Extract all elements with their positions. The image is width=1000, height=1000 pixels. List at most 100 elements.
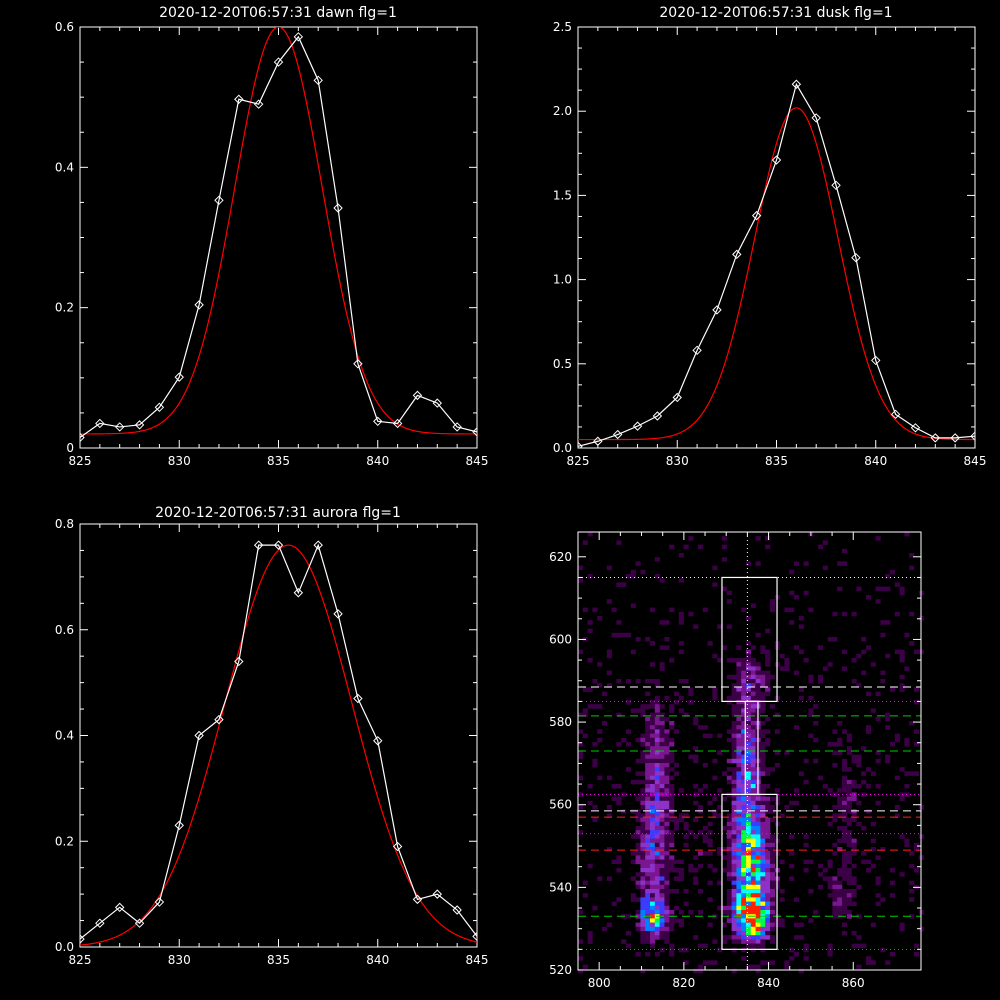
heatmap-cell (755, 931, 761, 936)
heatmap-cell (746, 666, 752, 671)
heatmap-cell (894, 611, 900, 617)
x-tick-label: 840 (366, 953, 389, 967)
heatmap-cell (722, 905, 728, 911)
heatmap-cell (736, 830, 742, 835)
heatmap-cell (760, 931, 766, 936)
heatmap-cell (760, 868, 766, 873)
heatmap-cell (899, 658, 905, 663)
plot-frame (577, 26, 976, 449)
heatmap-cell (760, 784, 766, 789)
heatmap-cell (794, 897, 800, 902)
heatmap-cell (899, 653, 905, 659)
heatmap-cell (885, 586, 891, 592)
heatmap-cell (650, 758, 656, 764)
heatmap-cell (813, 737, 819, 743)
heatmap-cell (746, 767, 752, 772)
heatmap-cell (659, 796, 665, 802)
heatmap-cell (664, 855, 670, 860)
heatmap-cell (750, 788, 756, 793)
heatmap-cell (707, 897, 713, 902)
heatmap-cell (755, 632, 761, 638)
heatmap-cell (832, 851, 838, 856)
data-point-marker (791, 79, 802, 89)
heatmap-cell (659, 872, 665, 877)
heatmap-cell (870, 847, 876, 852)
heatmap-cell (736, 834, 742, 839)
heatmap-cell (765, 863, 771, 869)
heatmap-cell (736, 851, 742, 856)
heatmap-cell (746, 910, 752, 915)
heatmap-cell (875, 901, 881, 907)
heatmap-cell (741, 763, 747, 768)
heatmap-cell (741, 918, 747, 923)
heatmap-cell (669, 926, 675, 932)
heatmap-cell (736, 926, 742, 932)
heatmap-cell (659, 918, 665, 923)
y-tick-label: 0.0 (553, 441, 572, 455)
heatmap-cell (870, 662, 876, 667)
heatmap-cell (654, 872, 660, 877)
heatmap-cell (650, 922, 656, 928)
heatmap-cell (741, 868, 747, 873)
heatmap-cell (789, 569, 795, 575)
heatmap-cell (659, 721, 665, 726)
heatmap-cell (755, 695, 761, 701)
heatmap-cell (750, 859, 756, 865)
heatmap-cell (741, 901, 747, 907)
heatmap-cell (880, 670, 886, 676)
heatmap-cell (760, 876, 766, 881)
heatmap-cell (741, 834, 747, 839)
heatmap-cell (650, 838, 656, 844)
data-point-marker (95, 418, 105, 429)
heatmap-cell (578, 729, 584, 734)
heatmap-cell (899, 767, 905, 772)
heatmap-cell (678, 813, 684, 818)
heatmap-cell (669, 813, 675, 818)
heatmap-cell (760, 851, 766, 856)
heatmap-cell (645, 813, 651, 818)
plot-frame (79, 523, 478, 948)
heatmap-cell (669, 838, 675, 844)
heatmap-cell (842, 901, 848, 907)
heatmap-cell (664, 826, 670, 831)
heatmap-cell (693, 834, 699, 839)
heatmap-cell (630, 574, 636, 579)
data-line (80, 543, 477, 940)
data-line (80, 35, 477, 438)
heatmap-cell (765, 653, 771, 659)
heatmap-cell (789, 590, 795, 596)
heatmap-cell (870, 838, 876, 844)
heatmap-cell (770, 876, 776, 881)
heatmap-cell (659, 926, 665, 932)
data-point-marker (712, 305, 722, 315)
heatmap-cell (741, 817, 747, 823)
heatmap-cell (640, 834, 646, 839)
heatmap-cell (659, 922, 665, 928)
heatmap-cell (650, 905, 656, 911)
heatmap-cell (750, 729, 756, 734)
heatmap-cell (731, 788, 737, 793)
heatmap-cell (765, 771, 771, 776)
heatmap-cell (842, 767, 848, 772)
heatmap-cell (664, 809, 670, 814)
heatmap-cell (645, 897, 651, 902)
heatmap-cell (645, 746, 651, 751)
heatmap-cell (818, 679, 824, 684)
data-point-marker (578, 441, 583, 448)
heatmap-cell (794, 800, 800, 806)
heatmap-cell (674, 729, 680, 734)
heatmap-cell (832, 905, 838, 911)
heatmap-cell (650, 792, 656, 797)
heatmap-cell (741, 893, 747, 898)
heatmap-cell (645, 901, 651, 907)
heatmap-cell (765, 855, 771, 860)
heatmap-cell (746, 721, 752, 726)
heatmap-cell (597, 737, 603, 743)
heatmap-cell (645, 851, 651, 856)
heatmap-cell (726, 897, 732, 902)
heatmap-cell (630, 897, 636, 902)
heatmap-cell (851, 754, 857, 760)
heatmap-cell (750, 889, 756, 894)
heatmap-cell (654, 775, 660, 781)
heatmap-cell (712, 796, 718, 802)
